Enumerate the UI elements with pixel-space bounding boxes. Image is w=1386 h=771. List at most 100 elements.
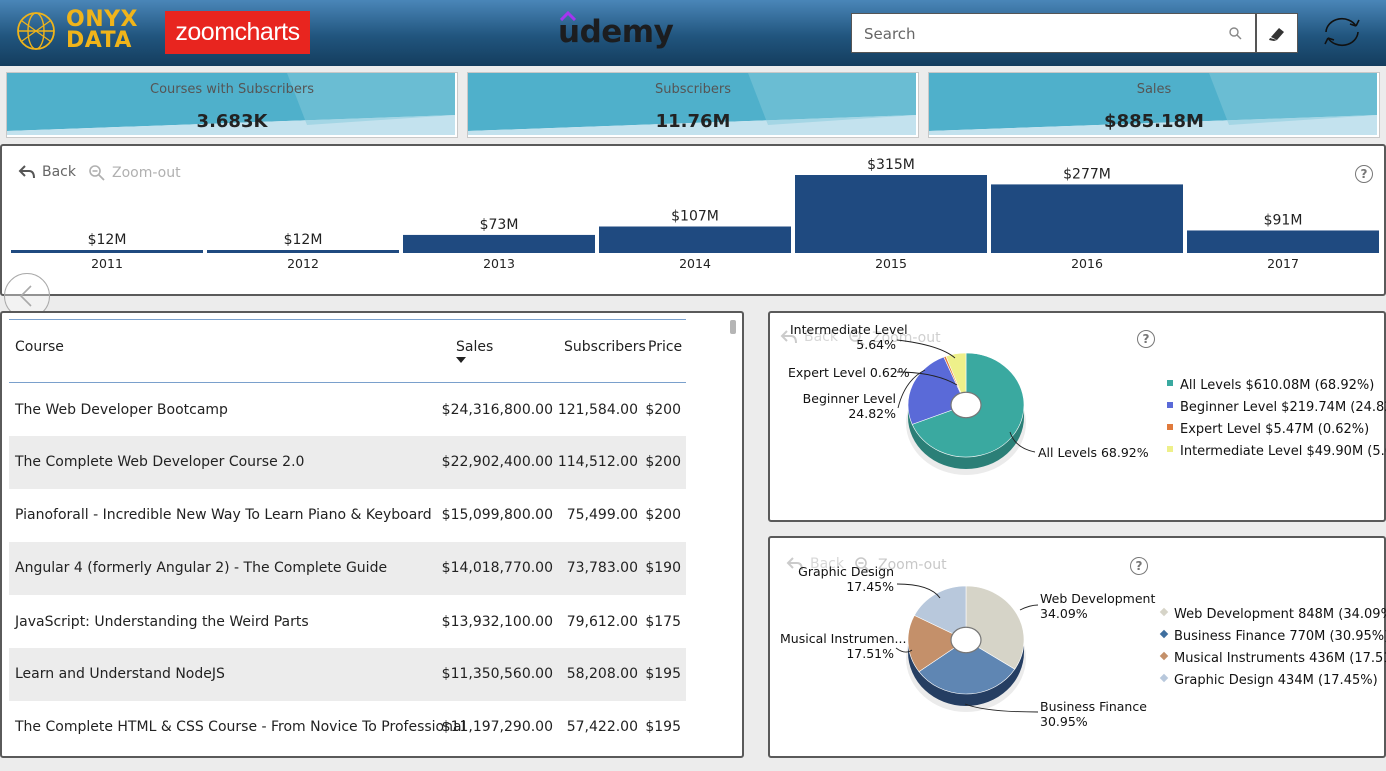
zoomcharts-logo: zoomcharts [165,11,310,54]
cell-course: The Complete HTML & CSS Course - From No… [15,719,466,735]
bar-data-label: $73M [480,217,519,233]
cell-subscribers: 57,422.00 [566,719,638,735]
slice-name: Beginner Level [802,391,896,406]
refresh-icon[interactable] [1318,12,1366,52]
legend-item-beginner[interactable]: Beginner Level $219.74M (24.82%) [1167,400,1386,415]
cell-subscribers: 79,612.00 [566,614,638,630]
globe-icon [17,12,55,50]
x-tick-label: 2016 [1071,256,1103,271]
legend-item-intermediate[interactable]: Intermediate Level $49.90M (5.64%) [1167,444,1386,459]
table-header-divider [9,382,686,383]
help-icon[interactable]: ? [1137,330,1155,348]
bar-2015[interactable] [795,175,987,253]
legend-item-web-development[interactable]: Web Development 848M (34.09%) [1159,607,1386,622]
cell-price: $190 [645,560,681,576]
kpi-label: Courses with Subscribers [150,82,314,97]
legend-item-musical-instruments[interactable]: Musical Instruments 436M (17.51%) [1159,651,1386,666]
bar-data-label: $12M [284,232,323,248]
search-box[interactable] [851,13,1256,53]
cell-course: JavaScript: Understanding the Weird Part… [15,614,309,630]
back-label: Back [42,164,76,180]
search-input[interactable] [862,22,1206,46]
cell-sales: $13,932,100.00 [441,614,553,630]
cell-price: $200 [645,454,681,470]
table-row[interactable]: The Web Developer Bootcamp $24,316,800.00… [9,384,686,437]
slice-name: All Levels [1038,445,1097,460]
pie-slice-label-expert: Expert Level 0.62% [788,365,910,380]
legend-swatch [1159,673,1169,682]
cell-course: The Complete Web Developer Course 2.0 [15,454,305,470]
cell-subscribers: 58,208.00 [566,666,638,682]
kpi-value: 11.76M [655,111,731,132]
legend-swatch [1167,423,1173,430]
x-tick-label: 2012 [287,256,319,271]
zoom-out-icon [89,165,105,181]
table-row[interactable]: JavaScript: Understanding the Weird Part… [9,596,686,649]
sort-desc-icon[interactable] [456,357,466,363]
cell-price: $175 [645,614,681,630]
legend-label: Musical Instruments 436M (17.51%) [1174,651,1386,666]
cell-subscribers: 75,499.00 [566,507,638,523]
cell-subscribers: 73,783.00 [566,560,638,576]
slice-pct: 5.64% [856,337,896,352]
bar-2017[interactable] [1187,230,1379,253]
cell-sales: $24,316,800.00 [441,402,553,418]
zoom-out-button[interactable]: Zoom-out [88,164,181,182]
table-row[interactable]: The Complete HTML & CSS Course - From No… [9,701,686,754]
back-button[interactable]: Back [18,164,76,180]
slice-name: Expert Level [788,365,866,380]
kpi-value: $885.18M [1104,111,1204,132]
slice-name: Intermediate Level [790,322,908,337]
onyx-line2: DATA [66,28,132,53]
onyx-line1: ONYX [66,7,139,32]
table-scrollbar[interactable] [730,320,736,334]
back-arrow-icon [780,330,797,344]
bar-2011[interactable] [11,250,203,253]
bar-data-label: $91M [1264,212,1303,228]
sales-by-year-bar-chart: $12M 2011 $12M 2012 $73M 2013 $107M 2014 $315M 20… [11,157,1379,271]
help-icon[interactable]: ? [1130,557,1148,575]
legend-item-expert[interactable]: Expert Level $5.47M (0.62%) [1167,422,1369,437]
kpi-background [929,73,1377,135]
legend-item-business-finance[interactable]: Business Finance 770M (30.95%) [1159,629,1386,644]
column-header-subscribers[interactable]: Subscribers [564,339,646,355]
help-icon[interactable]: ? [1355,165,1373,183]
column-header-course[interactable]: Course [15,339,64,355]
cell-price: $195 [645,666,681,682]
legend-item-all-levels[interactable]: All Levels $610.08M (68.92%) [1167,378,1374,393]
legend-swatch [1167,445,1173,452]
kpi-label: Subscribers [655,82,731,97]
column-header-price[interactable]: Price [648,339,683,355]
cell-subscribers: 114,512.00 [557,454,638,470]
table-row[interactable]: Learn and Understand NodeJS $11,350,560.0… [9,648,686,701]
table-row[interactable]: The Complete Web Developer Course 2.0 $22… [9,436,686,489]
pie-slice-label-web-dev: Web Development 34.09% [1040,591,1155,621]
back-button[interactable]: Back [786,556,844,572]
back-button[interactable]: Back [780,329,838,345]
cell-price: $200 [645,507,681,523]
kpi-subscribers-card: Subscribers 11.76M [467,72,919,138]
eraser-icon [1269,28,1284,41]
zoom-out-label: Zoom-out [112,165,181,181]
slice-name: Web Development [1040,591,1156,606]
pie-slice-label-musical: Musical Instrumen... 17.51% [780,631,906,661]
column-header-sales[interactable]: Sales [456,339,494,355]
table-row[interactable]: Angular 4 (formerly Angular 2) - The Com… [9,542,686,595]
bar-2014[interactable] [599,226,791,253]
slice-pct: 0.62% [869,365,910,380]
bar-2013[interactable] [403,234,595,253]
cell-course: Learn and Understand NodeJS [15,666,225,682]
search-icon[interactable] [1228,26,1242,40]
kpi-background [468,73,916,135]
legend-label: Web Development 848M (34.09%) [1174,607,1386,622]
cell-sales: $15,099,800.00 [441,507,553,523]
zoom-out-button[interactable]: Zoom-out [854,556,947,574]
table-row[interactable]: Pianoforall - Incredible New Way To Lear… [9,489,686,542]
cell-course: Angular 4 (formerly Angular 2) - The Com… [15,560,388,576]
bar-2012[interactable] [207,250,399,253]
bar-2016[interactable] [991,184,1183,253]
clear-search-button[interactable] [1256,13,1298,53]
legend-item-graphic-design[interactable]: Graphic Design 434M (17.45%) [1159,673,1378,688]
slice-pct: 30.95% [1040,714,1088,729]
cell-course: The Web Developer Bootcamp [15,402,228,418]
